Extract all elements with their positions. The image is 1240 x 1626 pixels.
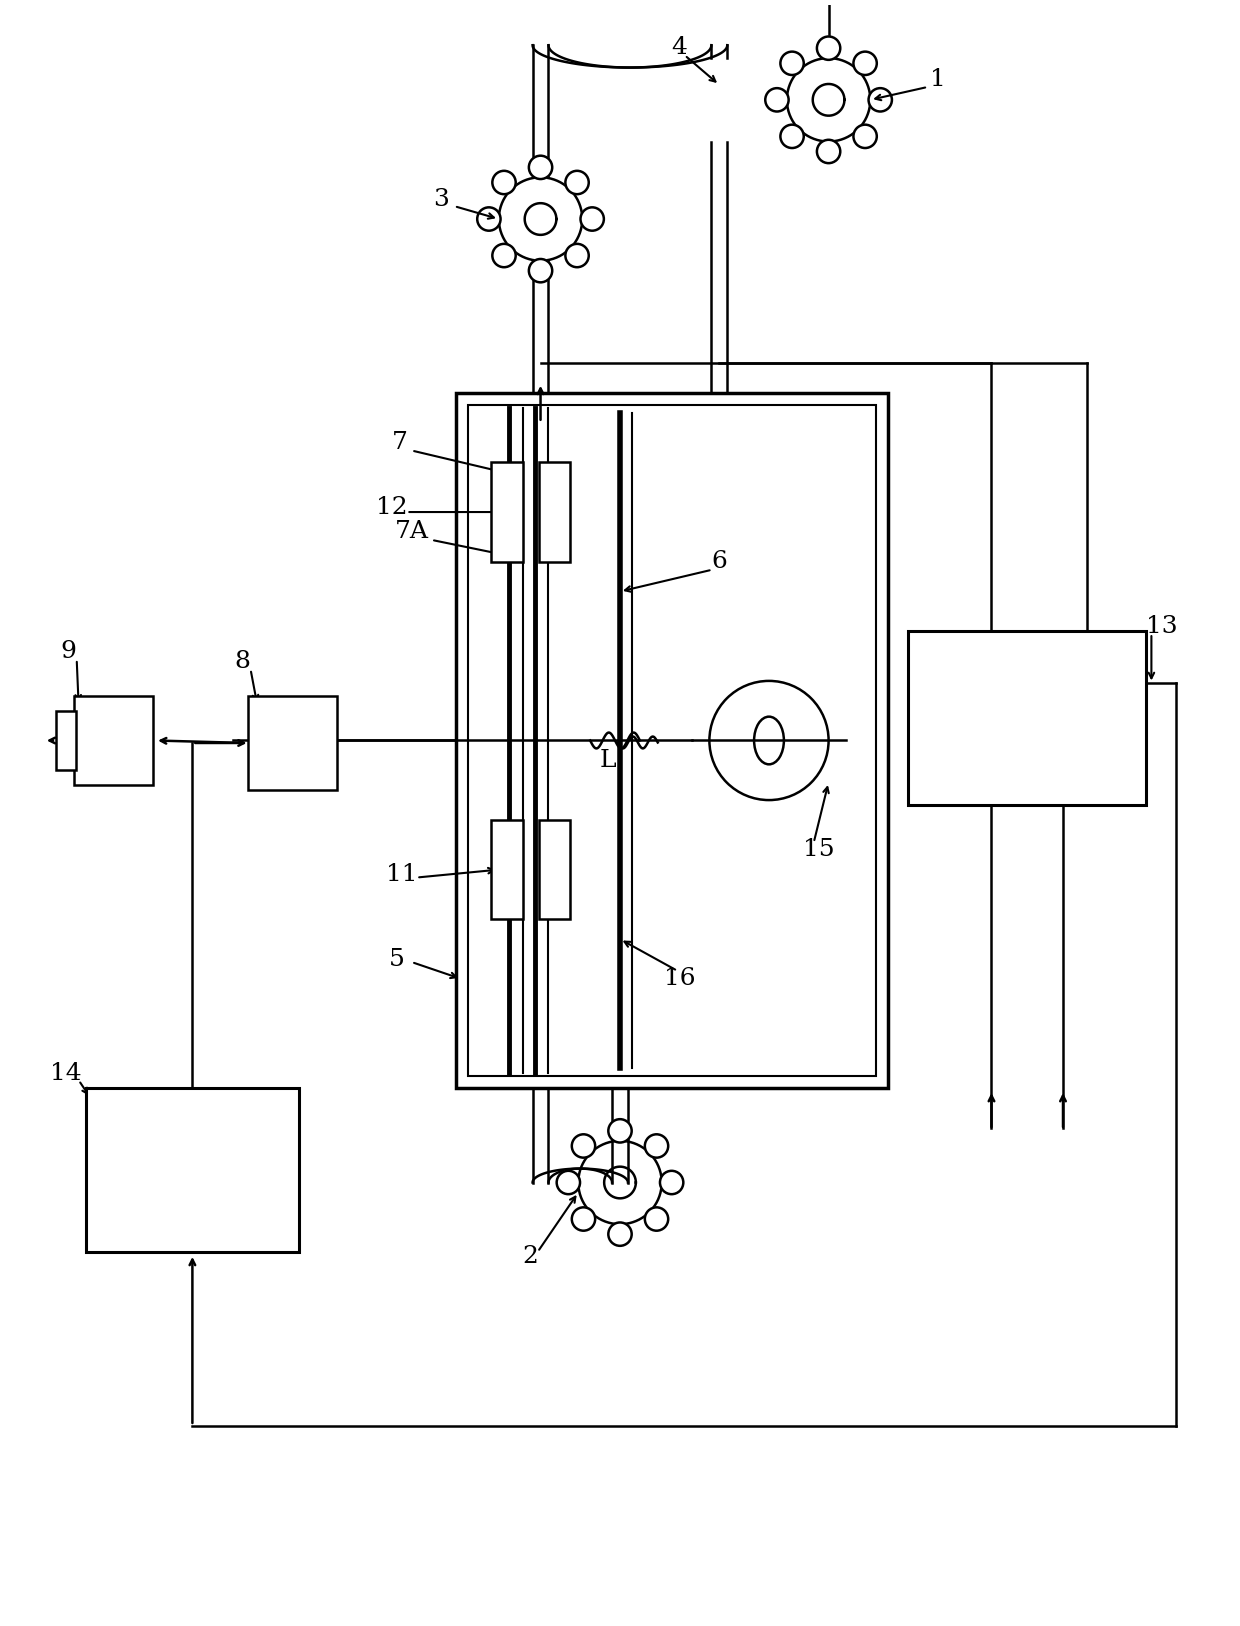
- Circle shape: [557, 1171, 580, 1193]
- Circle shape: [492, 171, 516, 193]
- Circle shape: [609, 1223, 631, 1246]
- Circle shape: [580, 208, 604, 231]
- Circle shape: [609, 1119, 631, 1143]
- Text: 6: 6: [712, 550, 728, 574]
- Text: CIRCUIT: CIRCUIT: [993, 738, 1061, 753]
- Circle shape: [853, 52, 877, 75]
- Text: 9: 9: [61, 639, 77, 663]
- Circle shape: [572, 1208, 595, 1231]
- Circle shape: [853, 125, 877, 148]
- Text: 11: 11: [386, 863, 417, 886]
- Text: 8: 8: [234, 649, 250, 673]
- Text: CORRECTION: CORRECTION: [136, 1135, 248, 1150]
- Bar: [456, 393, 888, 1088]
- Circle shape: [528, 259, 552, 283]
- Circle shape: [780, 125, 804, 148]
- Circle shape: [780, 52, 804, 75]
- Bar: [538, 820, 570, 919]
- Text: 7: 7: [392, 431, 408, 454]
- Bar: [56, 711, 76, 771]
- Circle shape: [565, 171, 589, 193]
- Circle shape: [645, 1135, 668, 1158]
- Bar: [491, 820, 522, 919]
- Bar: [73, 696, 154, 785]
- Text: 2: 2: [523, 1246, 538, 1268]
- Text: 16: 16: [663, 967, 696, 990]
- Text: DETECTING: DETECTING: [980, 711, 1075, 725]
- Circle shape: [528, 156, 552, 179]
- Text: 12: 12: [376, 496, 408, 519]
- Text: 14: 14: [50, 1062, 82, 1085]
- Circle shape: [645, 1208, 668, 1231]
- Text: CONTROLLING: CONTROLLING: [131, 1163, 253, 1177]
- Bar: [491, 462, 522, 561]
- Bar: [908, 631, 1147, 805]
- Circle shape: [572, 1135, 595, 1158]
- Text: FILM POSITION: FILM POSITION: [963, 683, 1091, 698]
- Circle shape: [565, 244, 589, 267]
- Text: L: L: [600, 750, 616, 772]
- Circle shape: [868, 88, 892, 112]
- Text: 13: 13: [1146, 615, 1177, 637]
- Bar: [467, 405, 877, 1076]
- Circle shape: [765, 88, 789, 112]
- Text: 4: 4: [672, 36, 687, 59]
- Circle shape: [660, 1171, 683, 1193]
- Text: CIRCUIT: CIRCUIT: [159, 1190, 227, 1205]
- Text: 5: 5: [388, 948, 404, 971]
- Circle shape: [817, 140, 841, 163]
- Text: 3: 3: [433, 187, 449, 211]
- Circle shape: [817, 36, 841, 60]
- Text: 1: 1: [930, 68, 946, 91]
- Bar: [86, 1088, 299, 1252]
- Bar: [538, 462, 570, 561]
- Circle shape: [477, 208, 501, 231]
- Text: 7A: 7A: [394, 520, 428, 543]
- Bar: [248, 696, 337, 790]
- Text: 15: 15: [802, 839, 835, 862]
- Circle shape: [492, 244, 516, 267]
